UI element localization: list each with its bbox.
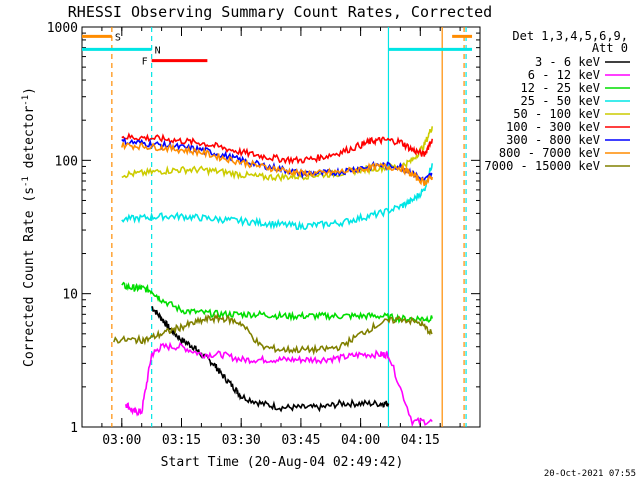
x-tick-label: 03:15 [162, 433, 201, 448]
y-axis-label-main: Corrected Count Rate (s [22, 187, 37, 367]
series-line-7 [121, 141, 433, 187]
y-axis-label: Corrected Count Rate (s-1 detector-1) [21, 87, 37, 367]
y-axis: 1 10 100 1000 [47, 21, 480, 436]
footer-timestamp: 20-Oct-2021 07:55 [544, 469, 636, 479]
legend-header-line2: Att 0 [592, 41, 628, 55]
flag-label-F: F [142, 57, 148, 68]
y-tick-label: 100 [55, 154, 78, 169]
y-tick-label: 1000 [47, 21, 78, 36]
x-tick-label: 04:00 [341, 433, 380, 448]
y-axis-label-sup1: -1 [21, 176, 31, 187]
x-axis-label: Start Time (20-Aug-04 02:49:42) [161, 455, 404, 470]
series-line-3 [121, 163, 433, 231]
x-tick-label: 03:45 [281, 433, 320, 448]
legend-entry-label: 100 - 300 keV [506, 120, 600, 134]
legend-entry-label: 12 - 25 keV [521, 81, 600, 95]
plot-area [81, 26, 481, 428]
legend-header-line1: Det 1,3,4,5,6,9, [512, 29, 628, 43]
series-group [113, 126, 433, 428]
legend-entry-label: 50 - 100 keV [513, 107, 600, 121]
series-line-1 [125, 341, 433, 428]
legend-entry-label: 300 - 800 keV [506, 133, 600, 147]
series-line-5 [121, 132, 433, 166]
y-tick-label: 1 [70, 421, 78, 436]
legend-entry-label: 7000 - 15000 keV [484, 159, 600, 173]
series-line-2 [121, 281, 433, 324]
x-tick-label: 03:00 [102, 433, 141, 448]
y-axis-label-sup2: -1 [21, 95, 31, 106]
y-axis-label-tail: detector [22, 106, 37, 177]
chart-title: RHESSI Observing Summary Count Rates, Co… [68, 3, 492, 21]
vertical-markers [111, 27, 467, 427]
legend-entry-label: 800 - 7000 keV [499, 146, 600, 160]
flag-label-S: S [115, 32, 121, 43]
y-tick-label: 10 [62, 288, 78, 303]
flag-label-N: N [155, 45, 161, 56]
flag-bars: S NF [82, 32, 473, 68]
legend-entry-label: 3 - 6 keV [535, 55, 600, 69]
plot-frame [81, 26, 481, 428]
series-line-0 [151, 305, 390, 413]
x-axis: 03:00 03:15 03:30 03:45 04:00 04:15 [81, 27, 481, 448]
x-tick-label: 03:30 [222, 433, 261, 448]
legend-entry-label: 6 - 12 keV [528, 68, 600, 82]
y-axis-label-end: ) [22, 87, 37, 95]
legend-entry-label: 25 - 50 keV [521, 94, 600, 108]
x-tick-label: 04:15 [401, 433, 440, 448]
series-line-8 [113, 312, 433, 356]
